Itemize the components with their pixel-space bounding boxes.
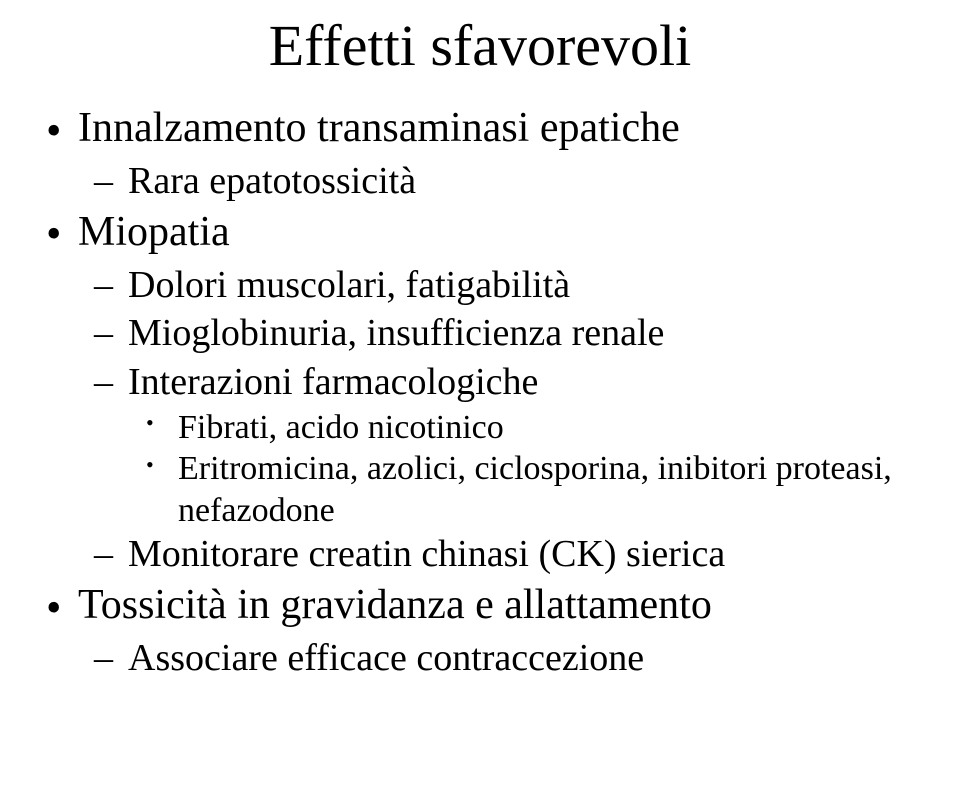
bullet-text: Associare efficace contraccezione — [128, 637, 644, 679]
bullet-text: Fibrati, acido nicotinico — [178, 409, 504, 446]
bullet-text: Miopatia — [78, 209, 230, 255]
bullet-l2: Associare efficace contraccezione — [32, 635, 928, 681]
bullet-text: Eritromicina, azolici, ciclosporina, ini… — [178, 450, 892, 528]
bullet-l2: Mioglobinuria, insufficienza renale — [32, 310, 928, 356]
bullet-l1: Innalzamento transaminasi epatiche — [32, 103, 928, 154]
bullet-text: Interazioni farmacologiche — [128, 361, 538, 403]
bullet-l3: Fibrati, acido nicotinico — [32, 407, 928, 448]
bullet-l2: Interazioni farmacologiche — [32, 359, 928, 405]
slide-title: Effetti sfavorevoli — [32, 12, 928, 79]
bullet-text: Tossicità in gravidanza e allattamento — [78, 582, 712, 628]
bullet-l1: Tossicità in gravidanza e allattamento — [32, 580, 928, 631]
bullet-text: Dolori muscolari, fatigabilità — [128, 264, 570, 306]
bullet-l2: Monitorare creatin chinasi (CK) sierica — [32, 531, 928, 577]
bullet-l3: Eritromicina, azolici, ciclosporina, ini… — [32, 448, 928, 531]
bullet-text: Rara epatotossicità — [128, 160, 416, 202]
slide: Effetti sfavorevoli Innalzamento transam… — [0, 0, 960, 804]
bullet-l2: Dolori muscolari, fatigabilità — [32, 262, 928, 308]
bullet-list: Innalzamento transaminasi epatiche Rara … — [32, 103, 928, 681]
bullet-l1: Miopatia — [32, 207, 928, 258]
bullet-text: Innalzamento transaminasi epatiche — [78, 105, 680, 151]
bullet-text: Mioglobinuria, insufficienza renale — [128, 312, 664, 354]
bullet-text: Monitorare creatin chinasi (CK) sierica — [128, 533, 725, 575]
bullet-l2: Rara epatotossicità — [32, 158, 928, 204]
